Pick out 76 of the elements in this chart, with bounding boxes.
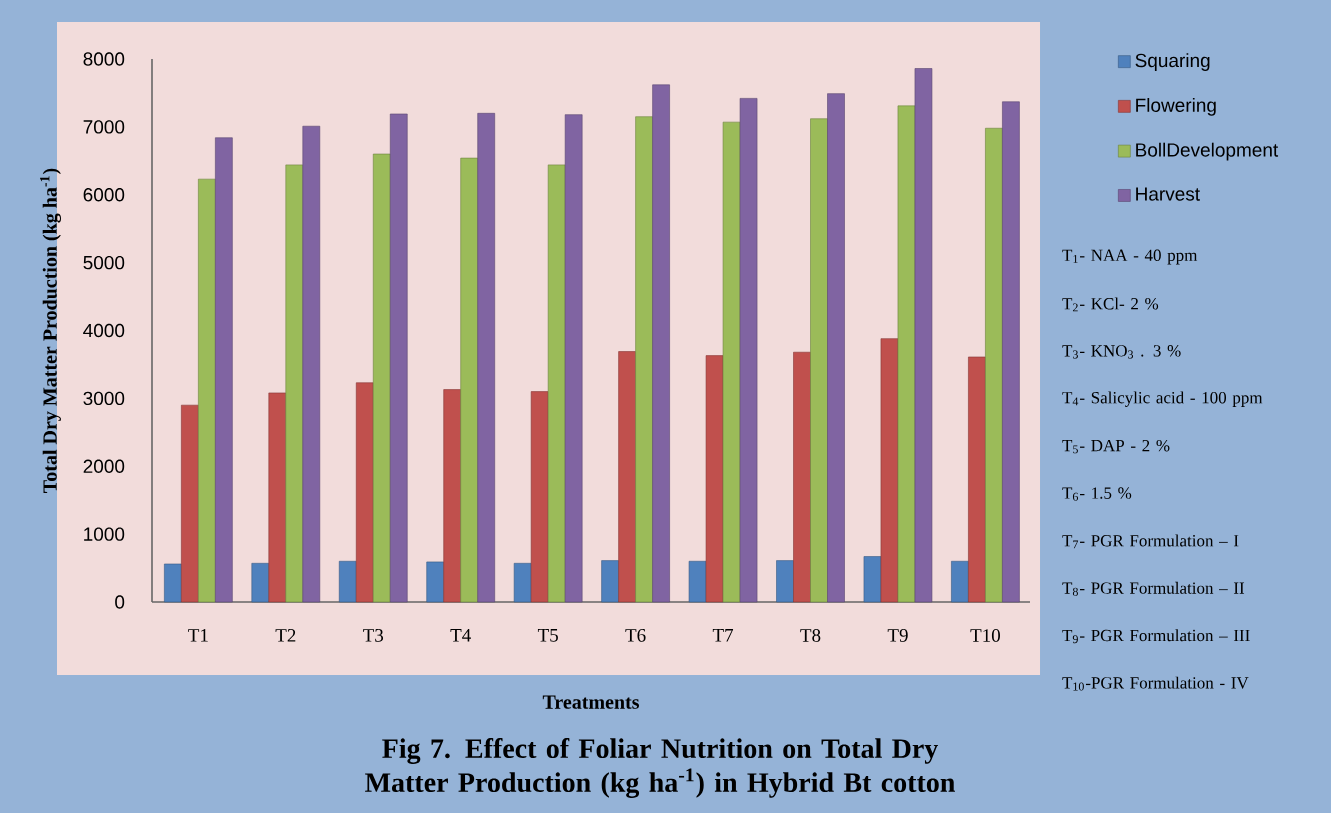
bar [827,93,845,603]
bar [688,560,707,603]
y-tick-label: 0 [115,595,125,609]
legend-label: Squaring [1135,53,1210,71]
bar [355,382,374,603]
y-tick-label: 5000 [83,255,125,270]
y-tick-label: 1000 [84,527,125,541]
bar [739,98,758,603]
bar [618,351,636,603]
bar [477,113,495,603]
bar [268,392,287,603]
bar [635,116,653,603]
text: T$_{2}$- KCl- 2 % [1062,297,1159,312]
legend-label: Harvest [1136,187,1200,201]
bar [652,84,670,603]
x-tick-label: T9 [887,629,908,642]
bar [968,356,986,603]
text: T$_{6}$- 1.5 % [1062,487,1132,501]
bar [530,391,549,603]
x-tick-label: T4 [450,629,471,642]
x-tick-label: T2 [275,629,296,642]
x-tick-label: T6 [625,629,646,642]
bar [985,127,1003,603]
bar [372,153,391,603]
legend-label: BollDevelopment [1136,142,1279,161]
bar [443,389,461,603]
bar [722,121,741,603]
bar [338,560,357,603]
bar [285,164,304,603]
bar [251,563,270,603]
x-tick-label: T1 [188,629,208,642]
bar [181,404,199,603]
bar [601,560,619,603]
bar [547,164,566,603]
text: T$_{8}$- PGR Formulation – II [1062,581,1245,596]
bar [863,556,882,603]
y-tick-label: 6000 [83,188,125,202]
x-tick-label: T7 [712,629,734,642]
x-tick-label: T8 [800,629,821,642]
y-tick-label: 8000 [83,52,125,66]
bar [914,68,933,603]
bar [1002,101,1020,603]
bar [389,113,408,603]
text: T$_{9}$- PGR Formulation – III [1062,629,1250,644]
text: T$_{5}$- DAP - 2 % [1062,439,1170,454]
bar [880,338,899,603]
y-tick-label: 2000 [83,459,125,473]
bar [164,563,182,603]
bar [302,125,321,603]
y-axis-title: Total Dry Matter Production (kg ha$^{-1}$) [40,168,61,493]
bar [198,178,216,603]
bar [810,118,828,603]
x-tick-label: T10 [970,629,1000,642]
x-axis-title: Treatments [542,695,640,709]
text: T$_{1}$- NAA - 40 ppm [1062,249,1198,265]
y-tick-label: 4000 [83,323,125,338]
text: T$_{4}$- Salicylic acid - 100 ppm [1062,391,1263,407]
x-tick-label: T3 [363,629,384,642]
bar [564,114,583,603]
y-tick-label: 7000 [83,120,125,134]
legend-label: Flowering [1136,97,1216,116]
text: T$_{3}$- KNO$_{3}$ . 3 % [1062,345,1181,359]
bar [793,351,811,603]
text: Fig 7. Effect of Foliar Nutrition on Total Dry Matter Production (kg ha$^{-1}$) in Hybrid Bt cotton [365,738,955,798]
bar [951,560,969,603]
bar [215,137,233,603]
bar [513,563,532,603]
text: T$_{10}$-PGR Formulation - IV [1062,676,1249,691]
text: T$_{7}$- PGR Formulation – I [1062,534,1239,549]
y-tick-label: 3000 [83,391,125,406]
bar [897,105,916,603]
x-tick-label: T5 [537,629,558,642]
bar [460,157,478,603]
bar [776,560,794,603]
bar [705,355,724,603]
bar [426,561,444,603]
